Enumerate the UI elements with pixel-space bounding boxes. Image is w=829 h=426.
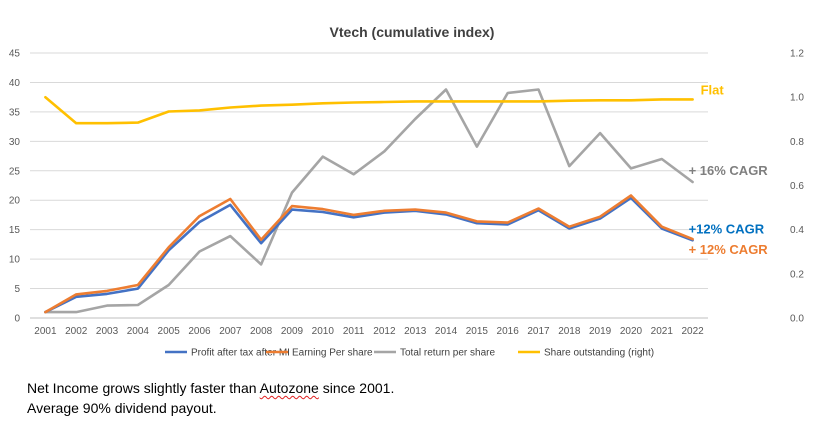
x-tick-label: 2003: [96, 326, 119, 337]
legend-label: Share outstanding (right): [544, 348, 654, 359]
legend-label: Earning Per share: [292, 348, 373, 359]
x-tick-label: 2008: [250, 326, 273, 337]
x-tick-label: 2010: [312, 326, 335, 337]
caption-text: since 2001.: [318, 380, 395, 396]
y-tick-label-right: 0.8: [790, 137, 804, 148]
caption-text: Net Income grows slightly faster than: [27, 380, 260, 396]
y-tick-label-left: 25: [9, 166, 21, 177]
y-tick-label-left: 10: [9, 255, 21, 266]
x-tick-label: 2005: [158, 326, 181, 337]
x-axis: 2001 2002 2003 2004 2005 2006 2007 2008 2009 2010…: [34, 326, 704, 337]
x-tick-label: 2001: [34, 326, 57, 337]
y-axis-left: 0 5 10 15 20 25 30 35 40 45: [9, 49, 21, 325]
y-axis-right: 0.0 0.2 0.4 0.6 0.8 1.0 1.2: [790, 49, 804, 325]
grid-lines: [30, 52, 708, 319]
annotations: Flat + 16% CAGR +12% CAGR + 12% CAGR: [689, 82, 769, 257]
y-tick-label-left: 5: [14, 284, 20, 295]
x-tick-label: 2021: [651, 326, 674, 337]
series-lines: [44, 88, 694, 314]
y-tick-label-left: 15: [9, 225, 21, 236]
x-tick-label: 2017: [527, 326, 550, 337]
series-line-profit-after-tax-after-mi: [44, 196, 694, 314]
legend-label: Total return per share: [400, 348, 495, 359]
y-tick-label-right: 0.4: [790, 225, 804, 236]
y-tick-label-left: 30: [9, 137, 21, 148]
series-line-share-outstanding-right: [44, 95, 694, 125]
y-tick-label-right: 0.2: [790, 269, 804, 280]
annotation-label: + 16% CAGR: [689, 163, 769, 178]
chart-title: Vtech (cumulative index): [330, 24, 495, 40]
legend-label: Profit after tax after MI: [191, 348, 290, 359]
y-tick-label-right: 0.6: [790, 181, 804, 192]
x-tick-label: 2006: [188, 326, 211, 337]
caption-underlined-word: Autozone: [259, 380, 319, 396]
x-tick-label: 2020: [620, 326, 643, 337]
x-tick-label: 2002: [65, 326, 88, 337]
x-tick-label: 2016: [497, 326, 520, 337]
caption: Net Income grows slightly faster than Au…: [27, 378, 394, 418]
x-tick-label: 2011: [343, 326, 365, 337]
y-tick-label-right: 1.0: [790, 93, 804, 104]
series-line-earning-per-share: [44, 194, 694, 314]
x-tick-label: 2007: [219, 326, 242, 337]
series-line-total-return-per-share: [44, 88, 694, 314]
x-tick-label: 2018: [558, 326, 581, 337]
caption-line-1: Net Income grows slightly faster than Au…: [27, 378, 394, 398]
y-tick-label-left: 45: [9, 49, 21, 60]
x-tick-label: 2012: [373, 326, 396, 337]
x-tick-label: 2022: [681, 326, 704, 337]
annotation-label: +12% CAGR: [689, 221, 765, 236]
x-tick-label: 2015: [466, 326, 489, 337]
annotation-label: Flat: [701, 82, 725, 97]
x-tick-label: 2009: [281, 326, 304, 337]
chart: Vtech (cumulative index) 0 5 10 15 20 25 30 35 4…: [9, 24, 804, 359]
y-tick-label-left: 20: [9, 196, 21, 207]
x-tick-label: 2004: [127, 326, 150, 337]
x-tick-label: 2013: [404, 326, 427, 337]
y-tick-label-left: 40: [9, 78, 21, 89]
x-tick-label: 2019: [589, 326, 612, 337]
y-tick-label-left: 0: [14, 314, 20, 325]
caption-line-2: Average 90% dividend payout.: [27, 400, 217, 416]
y-tick-label-right: 0.0: [790, 314, 804, 325]
y-tick-label-right: 1.2: [790, 49, 804, 60]
y-tick-label-left: 35: [9, 107, 21, 118]
legend: Profit after tax after MI Earning Per sha…: [165, 348, 654, 359]
annotation-label: + 12% CAGR: [689, 242, 769, 257]
x-tick-label: 2014: [435, 326, 458, 337]
